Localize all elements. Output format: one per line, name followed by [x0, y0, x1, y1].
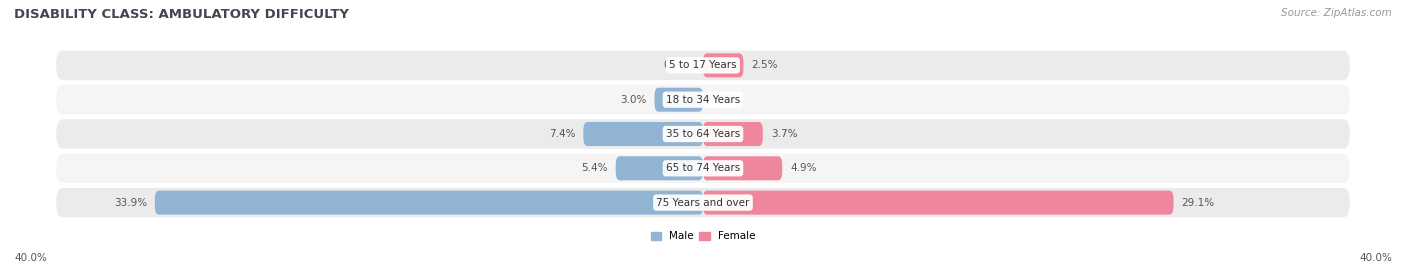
FancyBboxPatch shape [703, 191, 1174, 215]
FancyBboxPatch shape [703, 122, 763, 146]
FancyBboxPatch shape [56, 85, 1350, 114]
Text: 75 Years and over: 75 Years and over [657, 198, 749, 208]
FancyBboxPatch shape [56, 188, 1350, 217]
Text: 4.9%: 4.9% [790, 163, 817, 173]
Text: 29.1%: 29.1% [1181, 198, 1215, 208]
FancyBboxPatch shape [703, 53, 744, 77]
FancyBboxPatch shape [56, 154, 1350, 183]
FancyBboxPatch shape [654, 88, 703, 112]
FancyBboxPatch shape [56, 119, 1350, 149]
Legend: Male, Female: Male, Female [647, 227, 759, 245]
Text: 33.9%: 33.9% [114, 198, 146, 208]
Text: 0.0%: 0.0% [664, 60, 690, 70]
Text: 18 to 34 Years: 18 to 34 Years [666, 95, 740, 105]
Text: 40.0%: 40.0% [1360, 253, 1392, 263]
Text: 65 to 74 Years: 65 to 74 Years [666, 163, 740, 173]
Text: 3.7%: 3.7% [770, 129, 797, 139]
FancyBboxPatch shape [616, 156, 703, 180]
Text: 5 to 17 Years: 5 to 17 Years [669, 60, 737, 70]
Text: 5.4%: 5.4% [581, 163, 607, 173]
Text: 40.0%: 40.0% [14, 253, 46, 263]
Text: 0.0%: 0.0% [716, 95, 742, 105]
Text: 2.5%: 2.5% [752, 60, 778, 70]
Text: 3.0%: 3.0% [620, 95, 647, 105]
Text: 35 to 64 Years: 35 to 64 Years [666, 129, 740, 139]
FancyBboxPatch shape [155, 191, 703, 215]
FancyBboxPatch shape [703, 156, 782, 180]
FancyBboxPatch shape [583, 122, 703, 146]
Text: Source: ZipAtlas.com: Source: ZipAtlas.com [1281, 8, 1392, 18]
FancyBboxPatch shape [56, 51, 1350, 80]
Text: 7.4%: 7.4% [548, 129, 575, 139]
Text: DISABILITY CLASS: AMBULATORY DIFFICULTY: DISABILITY CLASS: AMBULATORY DIFFICULTY [14, 8, 349, 21]
